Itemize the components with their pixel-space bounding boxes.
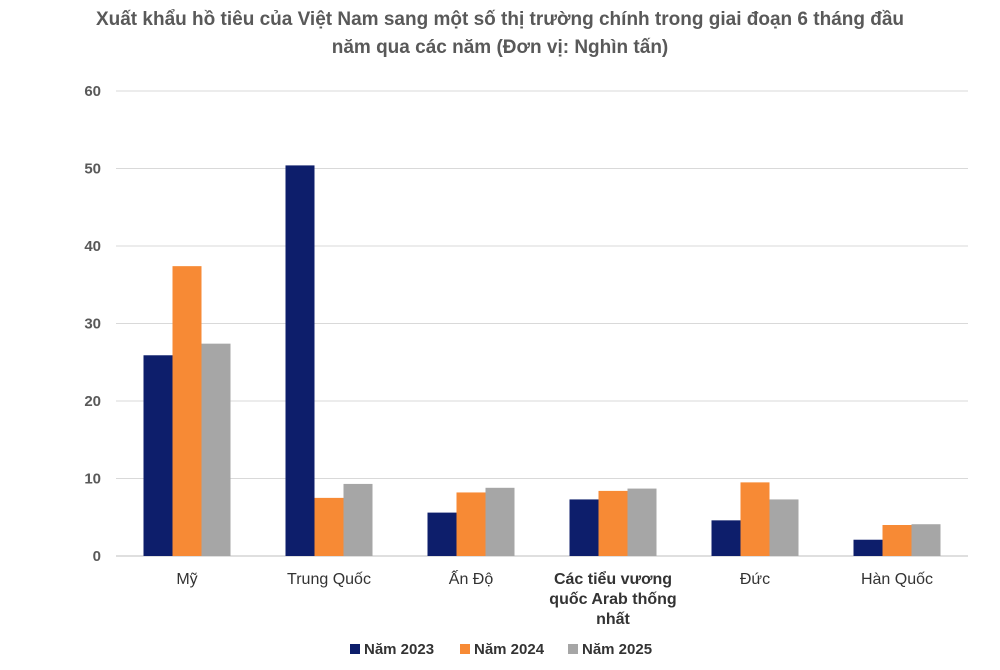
y-tick-label: 60 xyxy=(84,83,101,100)
bar xyxy=(201,343,231,556)
bar xyxy=(853,539,883,556)
chart-title-line-1: Xuất khẩu hồ tiêu của Việt Nam sang một … xyxy=(95,9,905,30)
bar xyxy=(343,483,373,556)
x-category-label: Trung Quốc xyxy=(287,571,371,588)
bar xyxy=(598,490,628,556)
x-category-label: Hàn Quốc xyxy=(861,571,933,588)
legend-swatch xyxy=(460,644,470,654)
x-category-label: quốc Arab thống xyxy=(549,591,676,608)
bar xyxy=(740,482,770,556)
y-tick-label: 0 xyxy=(93,548,101,565)
bar xyxy=(882,525,912,556)
legend-swatch xyxy=(350,644,360,654)
x-category-label: Các tiểu vương xyxy=(554,570,672,588)
bar xyxy=(172,266,202,556)
bar xyxy=(569,499,599,556)
x-category-label: Mỹ xyxy=(176,571,197,588)
y-tick-label: 10 xyxy=(84,471,101,488)
bar xyxy=(143,355,173,556)
bar xyxy=(711,520,741,556)
y-tick-label: 50 xyxy=(84,161,101,178)
legend-swatch xyxy=(568,644,578,654)
chart-title-line-2: năm qua các năm (Đơn vị: Nghìn tấn) xyxy=(331,37,669,58)
legend-label: Năm 2024 xyxy=(474,641,545,658)
bar xyxy=(427,512,457,556)
bar xyxy=(314,497,344,556)
y-tick-label: 30 xyxy=(84,316,101,333)
bar xyxy=(627,488,657,556)
x-category-label: Ấn Độ xyxy=(449,569,494,588)
legend-label: Năm 2023 xyxy=(364,641,434,658)
y-tick-label: 20 xyxy=(84,393,101,410)
x-category-label: Đức xyxy=(740,571,770,588)
bar xyxy=(285,165,315,556)
bar xyxy=(456,492,486,556)
y-tick-label: 40 xyxy=(84,238,101,255)
chart-title: Xuất khẩu hồ tiêu của Việt Nam sang một … xyxy=(0,6,1000,62)
bar xyxy=(911,524,941,556)
x-category-label: nhất xyxy=(596,611,630,628)
legend-label: Năm 2025 xyxy=(582,641,652,658)
bar xyxy=(485,487,515,556)
bar xyxy=(769,499,799,556)
